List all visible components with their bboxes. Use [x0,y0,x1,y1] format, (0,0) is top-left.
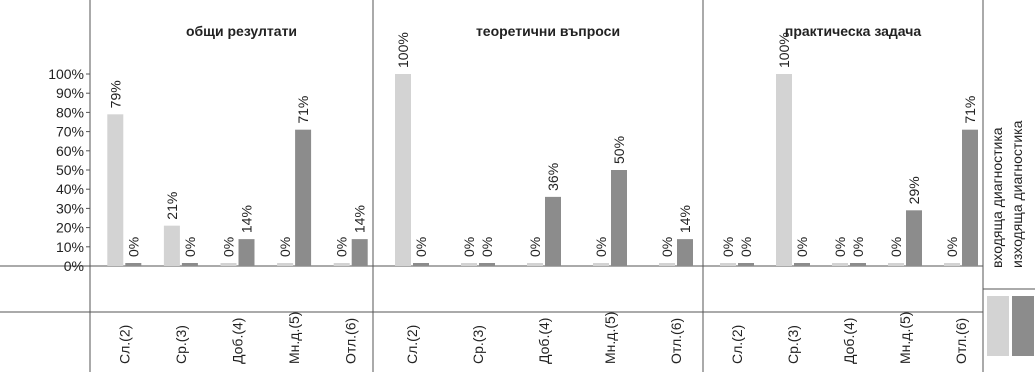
bar-incoming [333,263,350,266]
x-tick-label: Отл.(6) [668,318,684,364]
x-tick-label: Сл.(2) [116,325,132,364]
data-label-outgoing: 29% [906,176,922,204]
bar-outgoing [238,239,255,266]
legend-label-outgoing: изходяща диагностика [1009,120,1025,268]
data-label-outgoing: 0% [850,237,866,257]
x-tick-label: Мн.д.(5) [602,312,618,364]
bar-outgoing [181,263,198,266]
y-tick-label: 60% [56,143,84,159]
bar-outgoing [413,263,429,266]
x-tick-label: Доб.(4) [841,318,857,364]
data-label-incoming: 0% [659,237,675,257]
data-label-outgoing: 0% [479,237,495,257]
data-label-incoming: 0% [832,237,848,257]
data-label-outgoing: 71% [295,96,311,124]
bar-outgoing [906,210,922,266]
data-label-incoming: 21% [164,192,180,220]
bar-incoming [527,263,543,266]
data-label-incoming: 100% [395,32,411,68]
data-label-incoming: 0% [334,237,350,257]
y-tick-label: 20% [56,220,84,236]
x-tick-label: Мн.д.(5) [897,312,913,364]
data-label-incoming: 0% [221,237,237,257]
legend-swatch-outgoing [1012,296,1034,356]
bar-outgoing [677,239,693,266]
data-label-incoming: 0% [888,237,904,257]
bar-incoming [888,263,904,266]
panel-title: практическа задача [785,23,921,39]
data-label-incoming: 0% [944,237,960,257]
x-tick-label: Сл.(2) [729,325,745,364]
bar-incoming [277,263,294,266]
bar-outgoing [479,263,495,266]
y-tick-label: 10% [56,239,84,255]
y-tick-label: 40% [56,181,84,197]
y-tick-label: 90% [56,85,84,101]
bar-outgoing [351,239,368,266]
y-tick-label: 80% [56,104,84,120]
bar-incoming [720,263,736,266]
bar-incoming [163,225,180,266]
bar-incoming [107,114,124,266]
x-tick-label: Доб.(4) [536,318,552,364]
legend-label-incoming: входяща диагностика [989,127,1005,268]
panel-title: общи резултати [186,23,297,39]
data-label-outgoing: 14% [239,205,255,233]
data-label-outgoing: 0% [182,237,198,257]
bar-incoming [832,263,848,266]
x-tick-label: Отл.(6) [343,318,359,364]
data-label-incoming: 0% [720,237,736,257]
y-tick-label: 30% [56,200,84,216]
bar-outgoing [295,129,312,266]
bar-outgoing [545,196,561,266]
x-tick-label: Ср.(3) [470,325,486,364]
y-tick-label: 50% [56,162,84,178]
bar-outgoing [794,263,810,266]
y-tick-label: 0% [64,258,84,274]
x-tick-label: Сл.(2) [404,325,420,364]
data-label-incoming: 79% [107,80,123,108]
data-label-outgoing: 71% [962,96,978,124]
data-label-incoming: 0% [277,237,293,257]
bar-outgoing [125,263,142,266]
bar-outgoing [850,263,866,266]
data-label-incoming: 0% [527,237,543,257]
bar-incoming [659,263,675,266]
data-label-outgoing: 0% [413,237,429,257]
bar-incoming [220,263,237,266]
bar-outgoing [611,170,627,266]
bar-incoming [776,74,792,266]
x-tick-label: Отл.(6) [953,318,969,364]
data-label-outgoing: 14% [352,205,368,233]
y-tick-label: 100% [48,66,84,82]
x-tick-label: Доб.(4) [230,318,246,364]
x-tick-label: Мн.д.(5) [286,312,302,364]
x-tick-label: Ср.(3) [173,325,189,364]
data-label-outgoing: 14% [677,205,693,233]
data-label-outgoing: 50% [611,136,627,164]
data-label-incoming: 0% [593,237,609,257]
bar-incoming [461,263,477,266]
y-tick-label: 70% [56,124,84,140]
bar-incoming [395,74,411,266]
bar-incoming [593,263,609,266]
panel-title: теоретични въпроси [476,23,620,39]
data-label-incoming: 0% [461,237,477,257]
data-label-outgoing: 0% [125,237,141,257]
data-label-outgoing: 36% [545,163,561,191]
data-label-outgoing: 0% [794,237,810,257]
bar-outgoing [738,263,754,266]
bar-outgoing [962,129,978,266]
x-tick-label: Ср.(3) [785,325,801,364]
data-label-incoming: 100% [776,32,792,68]
data-label-outgoing: 0% [738,237,754,257]
bar-incoming [944,263,960,266]
legend-swatch-incoming [987,296,1009,356]
